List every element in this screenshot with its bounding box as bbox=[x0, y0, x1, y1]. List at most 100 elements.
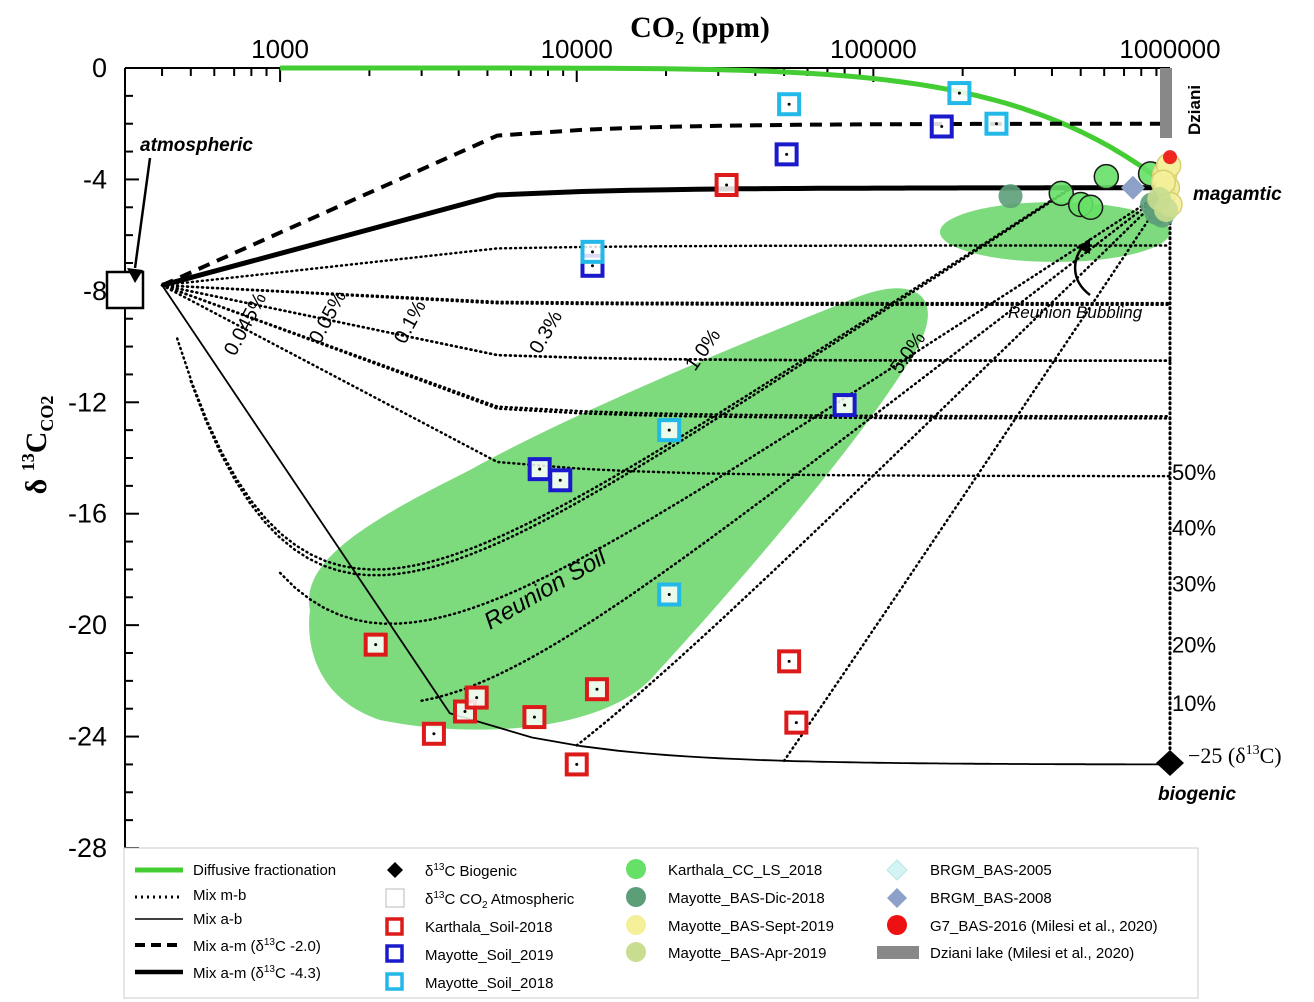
data-point-center bbox=[374, 643, 378, 647]
atmospheric-label: atmospheric bbox=[140, 135, 253, 156]
legend-label-mayotte-soil-2018: Mayotte_Soil_2018 bbox=[425, 975, 553, 992]
data-point-center bbox=[667, 428, 671, 432]
reunion-bubbling-area bbox=[940, 202, 1170, 262]
y-tick-label: -12 bbox=[68, 387, 107, 417]
data-point-center bbox=[432, 732, 436, 736]
top-axis-title: CO2 (ppm) bbox=[630, 11, 770, 48]
mix-m-b-percent-label: 20% bbox=[1172, 633, 1216, 658]
legend-label-mayotte-dic: Mayotte_BAS-Dic-2018 bbox=[668, 890, 825, 907]
iso-co2-curve bbox=[278, 186, 1172, 625]
legend-karthala-cc-symbol bbox=[626, 859, 646, 879]
data-point-center bbox=[725, 183, 729, 187]
x-tick-labels: 1000 10000 100000 1000000 bbox=[251, 34, 1220, 64]
legend-biogenic-symbol bbox=[387, 862, 403, 878]
data-point-center bbox=[558, 478, 562, 482]
legend-mayotte-soil-2018-symbol bbox=[385, 972, 404, 991]
mix-m-b-percent-label: 30% bbox=[1172, 571, 1216, 596]
x-tick-label: 1000 bbox=[251, 34, 309, 64]
data-point-circle bbox=[1154, 198, 1179, 223]
biogenic-value-label: −25 (δ13C) bbox=[1188, 743, 1282, 768]
biogenic-end-member bbox=[1156, 750, 1184, 776]
legend-label-g7: G7_BAS-2016 (Milesi et al., 2020) bbox=[930, 918, 1158, 935]
iso-co2-curve bbox=[420, 186, 1172, 702]
y-tick-label: 0 bbox=[92, 53, 107, 83]
mix-m-b-curve bbox=[160, 284, 1172, 478]
data-point-circle bbox=[1048, 180, 1075, 207]
data-point-center bbox=[667, 593, 671, 596]
legend-atmospheric-symbol bbox=[385, 888, 405, 908]
data-point-center bbox=[794, 721, 798, 725]
mix-m-b-curve bbox=[160, 284, 1172, 420]
y-tick-label: -20 bbox=[68, 610, 107, 640]
legend-label-mayotte-soil-2019: Mayotte_Soil_2019 bbox=[425, 947, 553, 964]
legend-label-brgm-2005: BRGM_BAS-2005 bbox=[930, 862, 1052, 879]
data-point-center bbox=[595, 687, 599, 691]
mix-m-b-percent-label: 40% bbox=[1172, 516, 1216, 541]
data-point-center bbox=[590, 264, 594, 268]
y-axis-title: δ 13CCO2 bbox=[18, 396, 57, 495]
mix-m-b-curve bbox=[160, 244, 1172, 287]
legend-label-mix-am43: Mix a-m (δ13C -4.3) bbox=[193, 964, 321, 982]
data-point-center bbox=[575, 762, 579, 766]
data-point-circle bbox=[1163, 150, 1177, 165]
reunion-bubbling-label: Reunion Bubbling bbox=[1008, 303, 1143, 322]
mix-m-b-percent-label: 10% bbox=[1172, 691, 1216, 716]
data-point-circle bbox=[1093, 163, 1120, 190]
x-tick-label: 1000000 bbox=[1119, 34, 1220, 64]
legend-mayotte-apr-symbol bbox=[626, 942, 646, 962]
data-points bbox=[363, 81, 1183, 777]
data-point-center bbox=[785, 152, 789, 156]
mix-a-b-percent-label: 0.3% bbox=[525, 307, 567, 358]
mix-m-b-curve bbox=[160, 284, 1172, 307]
magmatic-label: magamtic bbox=[1193, 184, 1282, 205]
legend-label-karthala-cc: Karthala_CC_LS_2018 bbox=[668, 862, 822, 879]
data-point-center bbox=[463, 710, 467, 713]
data-point-diamond bbox=[1120, 175, 1145, 200]
x-tick-label: 10000 bbox=[541, 34, 613, 64]
y-tick-label: -4 bbox=[83, 164, 107, 194]
legend-label-mix-ab: Mix a-b bbox=[193, 911, 242, 928]
y-tick-label: -24 bbox=[68, 722, 107, 752]
data-point-center bbox=[994, 122, 998, 126]
legend-box bbox=[123, 847, 1199, 999]
reunion-bubbling-arrowhead bbox=[1078, 238, 1090, 254]
legend-label-mix-mb: Mix m-b bbox=[193, 887, 246, 904]
legend-label-mix-am2: Mix a-m (δ13C -2.0) bbox=[193, 937, 321, 955]
legend-label-karthala-soil: Karthala_Soil-2018 bbox=[425, 919, 553, 936]
diffusive-fractionation-curve bbox=[280, 65, 1172, 190]
legend-label-brgm-2008: BRGM_BAS-2008 bbox=[930, 890, 1052, 907]
legend-label-mayotte-apr: Mayotte_BAS-Apr-2019 bbox=[668, 945, 826, 962]
data-point-center bbox=[532, 715, 536, 719]
data-point-center bbox=[957, 91, 961, 95]
atmospheric-arrow bbox=[133, 157, 152, 269]
dziani-lake-bar bbox=[1160, 68, 1172, 138]
legend-label-biogenic: δ13C Biogenic bbox=[425, 862, 518, 880]
iso-co2-curve bbox=[175, 186, 1072, 571]
legend-g7-symbol bbox=[887, 915, 907, 935]
y-tick-labels: 0 -4 -8 -12 -16 -20 -24 -28 bbox=[68, 53, 107, 863]
mix-a-b-curve bbox=[161, 284, 1170, 766]
mix-m-b-curve bbox=[160, 284, 1172, 418]
iso-co2-curve bbox=[575, 186, 1172, 747]
data-point-center bbox=[940, 125, 944, 128]
legend: Diffusive fractionation Mix m-b Mix a-b … bbox=[123, 847, 1199, 999]
x-tick-label: 100000 bbox=[830, 34, 917, 64]
mix-a-b-percent-label: 0.05% bbox=[305, 287, 351, 348]
legend-mayotte-dic-symbol bbox=[626, 887, 646, 907]
mix-m-b-percent-label: 50% bbox=[1172, 460, 1216, 485]
data-point-center bbox=[843, 403, 847, 407]
legend-mayotte-soil-2019-symbol bbox=[385, 944, 404, 963]
data-point-center bbox=[590, 250, 594, 254]
data-point-center bbox=[538, 467, 542, 471]
legend-label-atmospheric: δ13C CO2 Atmospheric bbox=[425, 890, 575, 911]
mix-m-b-curve bbox=[160, 284, 1172, 362]
data-point-center bbox=[787, 659, 791, 663]
legend-brgm-2008-symbol bbox=[887, 888, 907, 908]
iso-co2-curve bbox=[189, 186, 1074, 577]
legend-karthala-soil-symbol bbox=[385, 917, 404, 936]
data-point-center bbox=[475, 696, 479, 700]
data-point-circle bbox=[998, 184, 1023, 209]
legend-label-diffusive: Diffusive fractionation bbox=[193, 862, 336, 879]
legend-label-mayotte-sept: Mayotte_BAS-Sept-2019 bbox=[668, 918, 834, 935]
